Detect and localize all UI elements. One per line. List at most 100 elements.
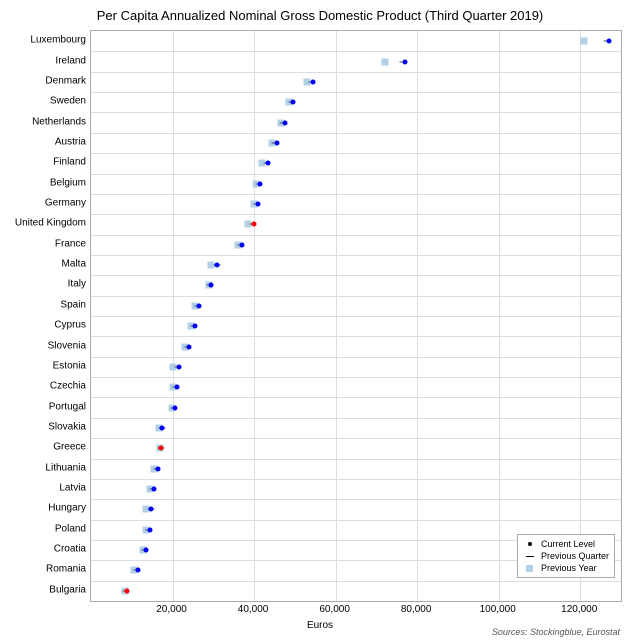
y-tick-label: Latvia <box>2 483 86 494</box>
y-tick-label: Italy <box>2 279 86 290</box>
marker-current-level <box>144 548 149 553</box>
x-tick-label: 40,000 <box>238 604 269 615</box>
box-icon <box>526 565 533 572</box>
x-tick-label: 20,000 <box>156 604 187 615</box>
legend: Current Level Previous Quarter Previous … <box>517 534 615 578</box>
y-tick-label: United Kingdom <box>2 218 86 229</box>
x-tick-label: 60,000 <box>319 604 350 615</box>
legend-label: Previous Quarter <box>541 551 609 561</box>
marker-current-level <box>266 161 271 166</box>
y-tick-label: Portugal <box>2 401 86 412</box>
gridline-h <box>91 275 621 276</box>
line-icon <box>526 556 534 557</box>
marker-previous-year <box>381 58 388 65</box>
gridline-h <box>91 357 621 358</box>
marker-current-level <box>148 527 153 532</box>
gridline-h <box>91 194 621 195</box>
marker-current-level <box>152 487 157 492</box>
marker-current-level <box>149 507 154 512</box>
y-tick-label: Sweden <box>2 96 86 107</box>
gridline-h <box>91 316 621 317</box>
y-tick-label: Estonia <box>2 360 86 371</box>
marker-current-level <box>311 79 316 84</box>
y-tick-label: Cyprus <box>2 320 86 331</box>
y-tick-label: Ireland <box>2 55 86 66</box>
marker-current-level <box>606 39 611 44</box>
gridline-h <box>91 418 621 419</box>
marker-current-level <box>135 568 140 573</box>
gridline-h <box>91 581 621 582</box>
chart-container: Per Capita Annualized Nominal Gross Dome… <box>0 0 640 640</box>
marker-current-level <box>402 59 407 64</box>
y-tick-label: Luxembourg <box>2 35 86 46</box>
marker-current-level <box>239 242 244 247</box>
marker-current-level <box>197 303 202 308</box>
gridline-h <box>91 296 621 297</box>
marker-current-level <box>176 364 181 369</box>
legend-item-quarter: Previous Quarter <box>523 550 609 562</box>
marker-current-level <box>174 385 179 390</box>
plot-area <box>90 30 622 602</box>
gridline-h <box>91 51 621 52</box>
marker-current-level <box>290 100 295 105</box>
marker-current-level <box>209 283 214 288</box>
y-tick-label: Romania <box>2 564 86 575</box>
y-tick-label: Netherlands <box>2 116 86 127</box>
y-tick-label: France <box>2 238 86 249</box>
y-tick-label: Malta <box>2 259 86 270</box>
marker-current-level <box>172 405 177 410</box>
gridline-h <box>91 214 621 215</box>
y-tick-label: Lithuania <box>2 462 86 473</box>
y-tick-label: Belgium <box>2 177 86 188</box>
gridline-h <box>91 112 621 113</box>
x-tick-label: 100,000 <box>480 604 516 615</box>
sources-label: Sources: Stockingblue, Eurostat <box>492 627 620 637</box>
gridline-h <box>91 235 621 236</box>
gridline-h <box>91 92 621 93</box>
marker-current-level <box>192 324 197 329</box>
marker-current-level <box>282 120 287 125</box>
legend-item-current: Current Level <box>523 538 609 550</box>
gridline-h <box>91 336 621 337</box>
marker-current-level <box>124 588 129 593</box>
dot-icon <box>528 542 532 546</box>
gridline-h <box>91 499 621 500</box>
y-tick-label: Hungary <box>2 503 86 514</box>
y-tick-label: Croatia <box>2 544 86 555</box>
marker-current-level <box>258 181 263 186</box>
y-tick-label: Bulgaria <box>2 584 86 595</box>
gridline-h <box>91 520 621 521</box>
gridline-h <box>91 397 621 398</box>
y-tick-label: Germany <box>2 198 86 209</box>
legend-label: Previous Year <box>541 563 597 573</box>
y-tick-label: Slovakia <box>2 421 86 432</box>
legend-item-year: Previous Year <box>523 562 609 574</box>
y-tick-label: Poland <box>2 523 86 534</box>
marker-current-level <box>186 344 191 349</box>
marker-current-level <box>274 140 279 145</box>
marker-previous-year <box>581 38 588 45</box>
marker-current-level <box>256 202 261 207</box>
marker-current-level <box>160 425 165 430</box>
marker-current-level <box>159 446 164 451</box>
marker-current-level <box>215 263 220 268</box>
gridline-h <box>91 459 621 460</box>
gridline-h <box>91 72 621 73</box>
legend-label: Current Level <box>541 539 595 549</box>
x-tick-label: 80,000 <box>401 604 432 615</box>
x-tick-label: 120,000 <box>561 604 597 615</box>
marker-current-level <box>252 222 257 227</box>
y-tick-label: Slovenia <box>2 340 86 351</box>
gridline-h <box>91 174 621 175</box>
gridline-h <box>91 153 621 154</box>
y-tick-label: Finland <box>2 157 86 168</box>
y-tick-label: Greece <box>2 442 86 453</box>
gridline-h <box>91 438 621 439</box>
gridline-h <box>91 479 621 480</box>
chart-title: Per Capita Annualized Nominal Gross Dome… <box>0 8 640 23</box>
y-tick-label: Austria <box>2 136 86 147</box>
gridline-h <box>91 377 621 378</box>
y-tick-label: Spain <box>2 299 86 310</box>
marker-current-level <box>156 466 161 471</box>
y-tick-label: Denmark <box>2 75 86 86</box>
